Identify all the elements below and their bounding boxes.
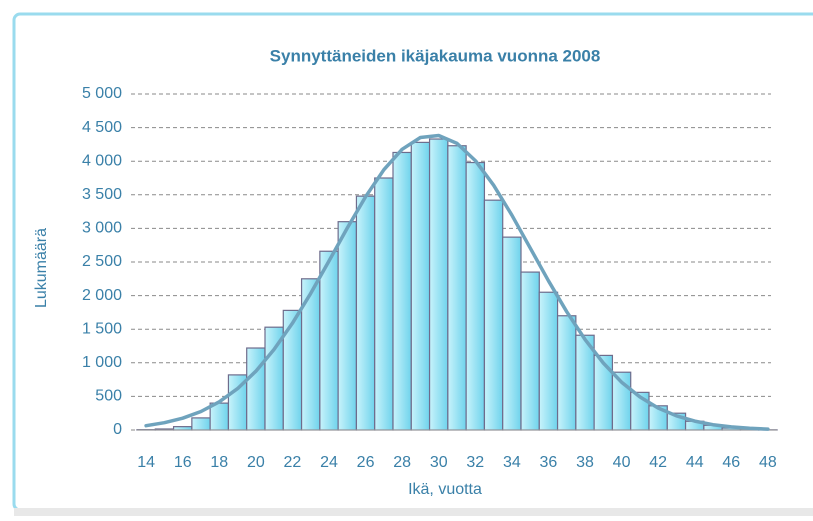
y-tick-label: 0 xyxy=(113,421,122,438)
y-tick-label: 2 000 xyxy=(82,287,122,304)
bar xyxy=(430,139,448,430)
x-tick-label: 46 xyxy=(722,454,740,471)
y-tick-label: 3 500 xyxy=(82,186,122,203)
y-tick-label: 4 000 xyxy=(82,152,122,169)
bar xyxy=(393,152,411,430)
x-tick-label: 34 xyxy=(503,454,521,471)
x-tick-label: 30 xyxy=(430,454,448,471)
x-tick-label: 38 xyxy=(576,454,594,471)
bar xyxy=(356,196,374,430)
x-axis-label: Ikä, vuotta xyxy=(408,481,482,498)
x-tick-label: 36 xyxy=(540,454,558,471)
y-tick-label: 1 500 xyxy=(82,320,122,337)
x-tick-label: 40 xyxy=(613,454,631,471)
bar xyxy=(448,146,466,430)
x-tick-label: 26 xyxy=(357,454,375,471)
y-tick-label: 5 000 xyxy=(82,85,122,102)
y-tick-label: 4 500 xyxy=(82,119,122,136)
x-tick-label: 32 xyxy=(466,454,484,471)
bar xyxy=(411,142,429,430)
x-tick-label: 20 xyxy=(247,454,265,471)
x-tick-label: 16 xyxy=(174,454,192,471)
x-tick-label: 18 xyxy=(210,454,228,471)
bottom-shade xyxy=(14,508,813,516)
x-tick-label: 28 xyxy=(393,454,411,471)
x-tick-label: 42 xyxy=(649,454,667,471)
bar xyxy=(539,292,557,430)
y-tick-label: 2 500 xyxy=(82,253,122,270)
y-tick-label: 3 000 xyxy=(82,220,122,237)
bar xyxy=(247,348,265,430)
bar xyxy=(594,355,612,430)
bar xyxy=(484,200,502,430)
bar xyxy=(192,418,210,430)
bar xyxy=(375,178,393,430)
bar xyxy=(558,316,576,430)
y-axis-label: Lukumäärä xyxy=(33,228,50,308)
x-tick-label: 24 xyxy=(320,454,338,471)
bar xyxy=(503,237,521,430)
x-tick-label: 44 xyxy=(686,454,704,471)
bar xyxy=(174,427,192,430)
y-tick-label: 1 000 xyxy=(82,354,122,371)
x-tick-label: 48 xyxy=(759,454,777,471)
bar xyxy=(338,222,356,430)
bar xyxy=(521,272,539,430)
bar xyxy=(283,310,301,430)
y-tick-label: 500 xyxy=(95,388,122,405)
bar xyxy=(320,251,338,430)
x-tick-label: 22 xyxy=(284,454,302,471)
x-tick-label: 14 xyxy=(137,454,155,471)
chart-title: Synnyttäneiden ikäjakauma vuonna 2008 xyxy=(270,46,601,65)
bar xyxy=(466,163,484,430)
